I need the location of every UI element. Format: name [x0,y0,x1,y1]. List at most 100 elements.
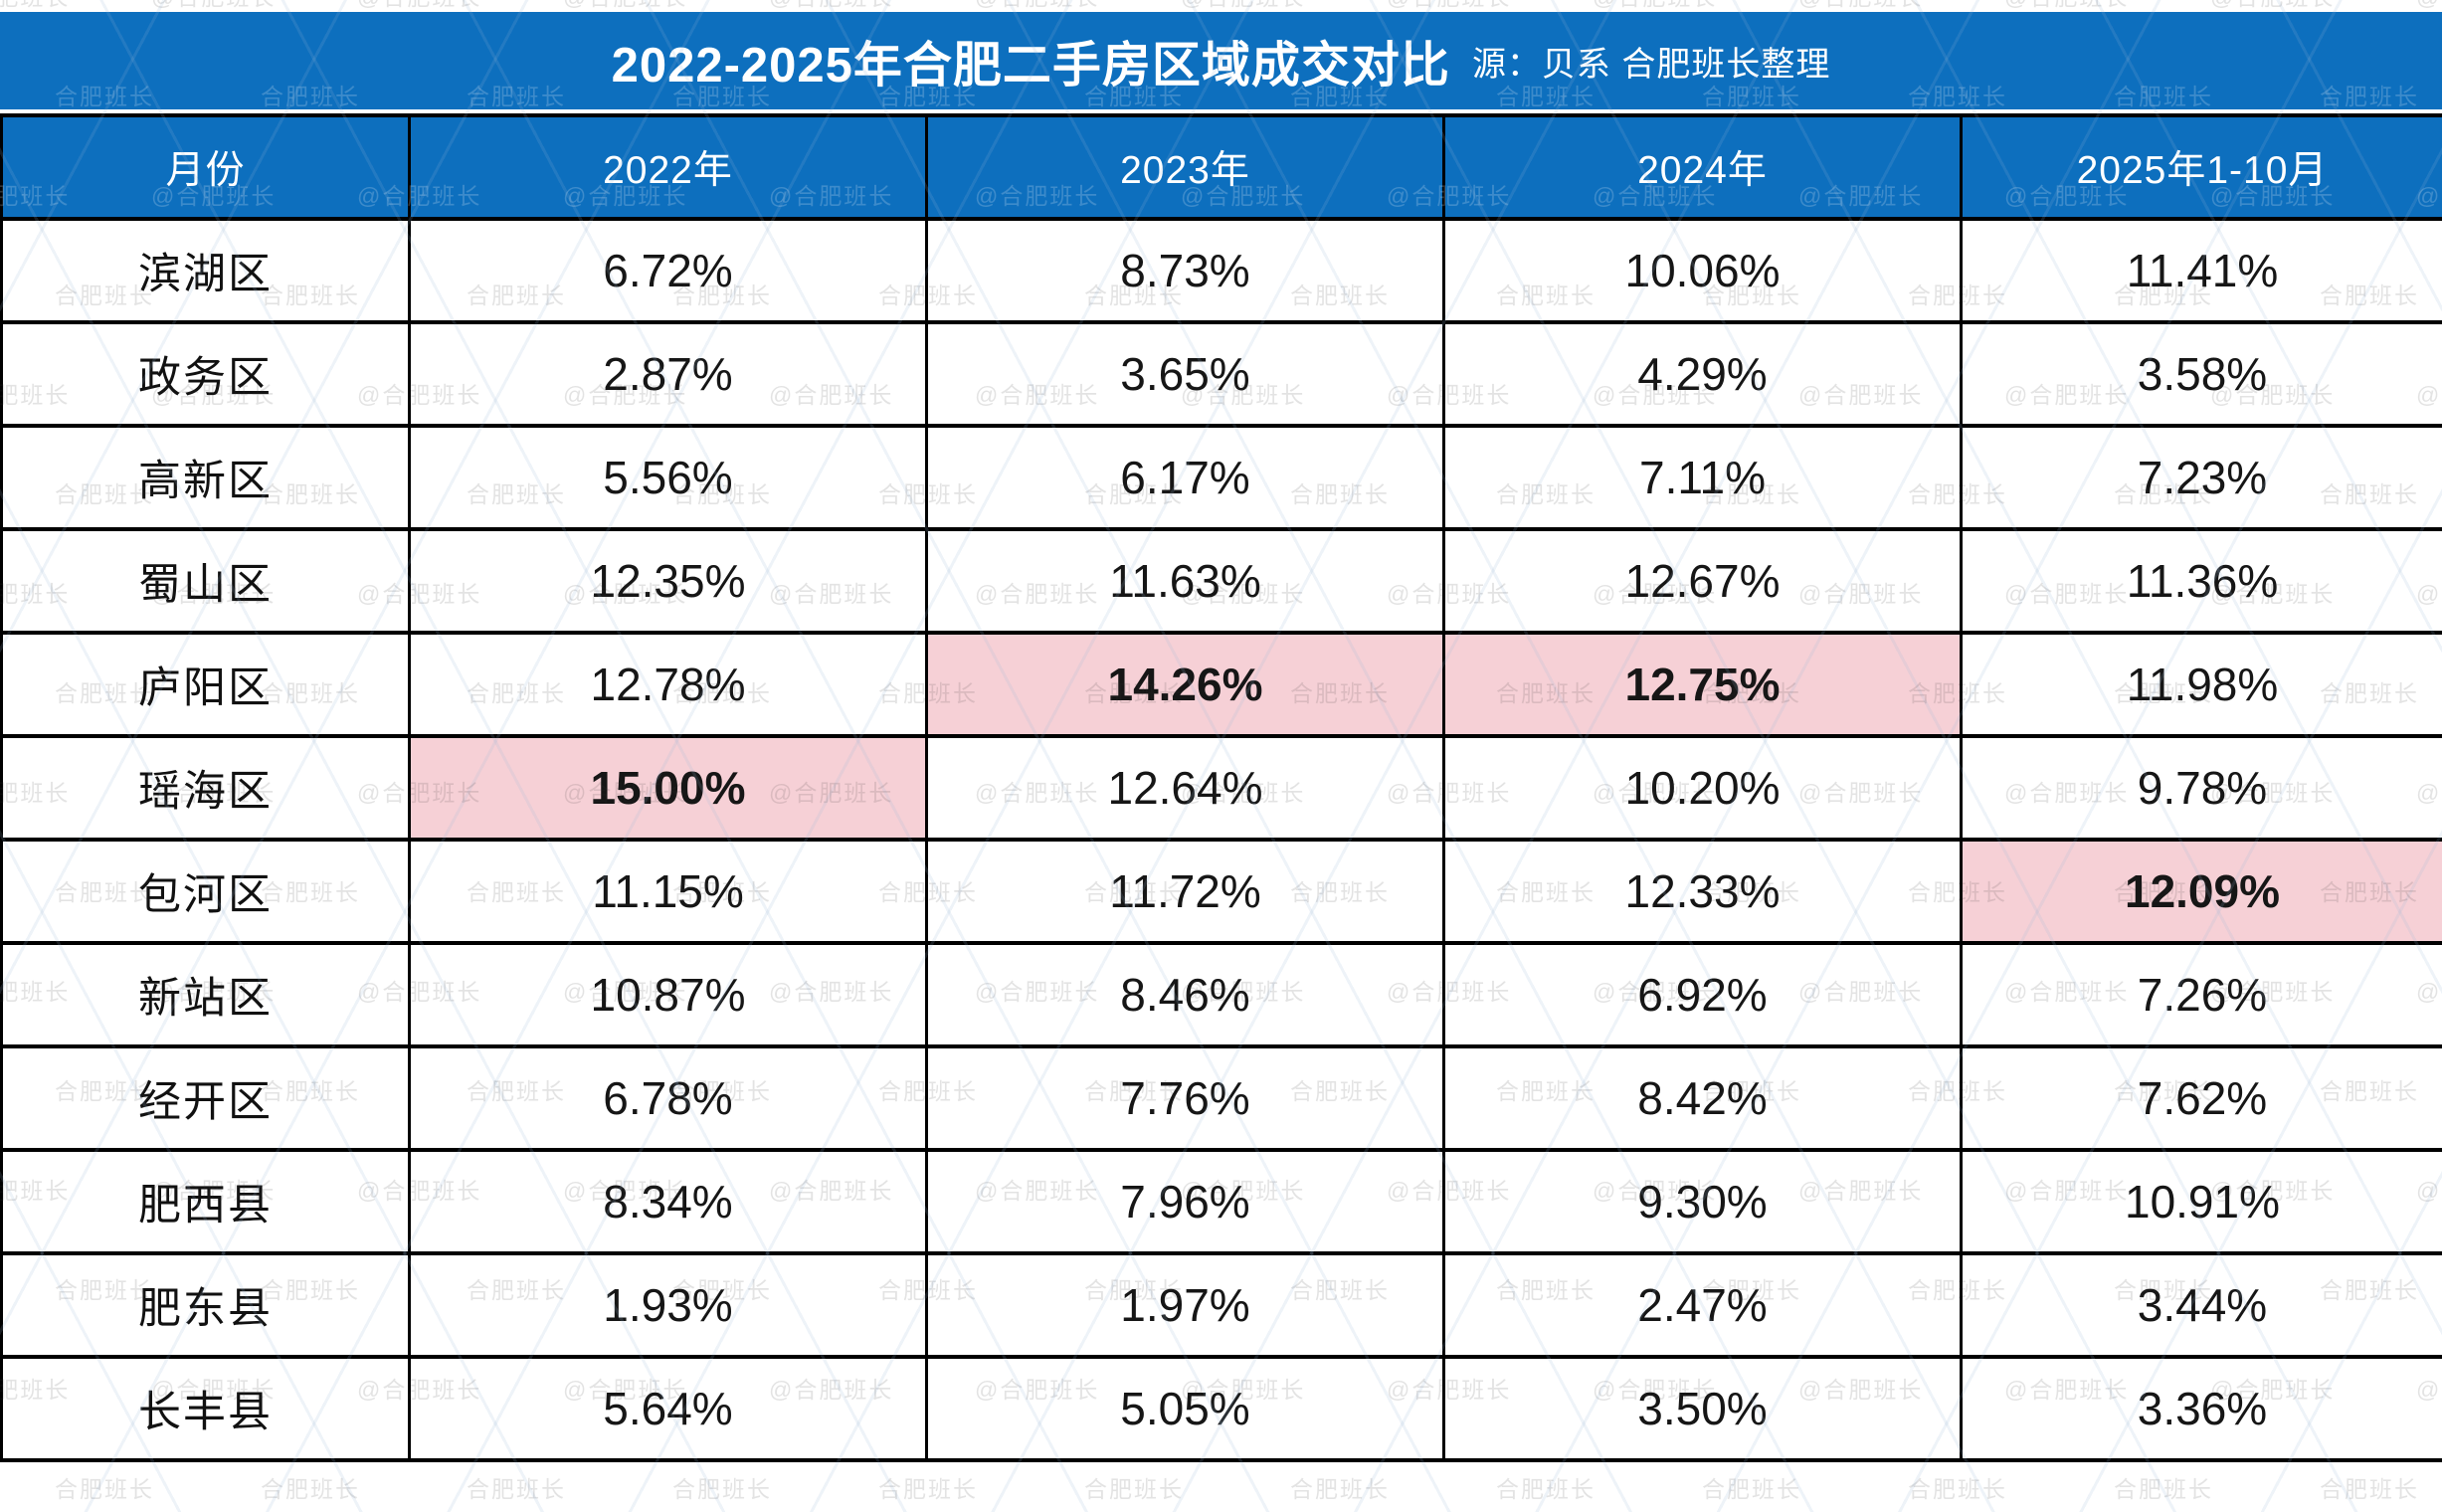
column-header-4: 2025年1-10月 [1960,113,2442,221]
value-cell: 11.36% [1960,527,2442,635]
watermark-text: 合肥班长 [1084,1476,1184,1502]
value-cell: 15.00% [408,734,928,842]
value-cell: 9.78% [1960,734,2442,842]
table-row: 高新区 5.56% 6.17% 7.11% 7.23% [0,424,2442,531]
watermark-text: 合肥班长 [1290,1476,1390,1502]
watermark-text: @合肥班长 [1181,0,1305,9]
value-cell: 11.41% [1960,217,2442,324]
value-cell: 8.42% [1442,1044,1963,1152]
watermark-text: 合肥班长 [1496,1476,1596,1502]
watermark-text: 合肥班长 [878,1476,978,1502]
watermark-text: @合肥班长 [769,0,893,9]
value-cell: 5.64% [408,1355,928,1462]
table-row: 瑶海区 15.00% 12.64% 10.20% 9.78% [0,734,2442,842]
table-row: 蜀山区 12.35% 11.63% 12.67% 11.36% [0,527,2442,635]
watermark-text: @合肥班长 [1798,0,1923,9]
value-cell: 6.92% [1442,941,1963,1048]
value-cell: 2.47% [1442,1251,1963,1359]
value-cell: 7.96% [925,1148,1445,1255]
value-cell: 1.93% [408,1251,928,1359]
value-cell: 14.26% [925,631,1445,738]
district-cell: 肥东县 [0,1251,411,1359]
value-cell: 12.75% [1442,631,1963,738]
watermark-text: @合肥班长 [1593,0,1717,9]
value-cell: 8.34% [408,1148,928,1255]
value-cell: 6.78% [408,1044,928,1152]
watermark-text: @合肥班长 [2004,0,2129,9]
district-cell: 长丰县 [0,1355,411,1462]
value-cell: 7.62% [1960,1044,2442,1152]
table-row: 长丰县 5.64% 5.05% 3.50% 3.36% [0,1355,2442,1462]
header-row: 月份 2022年 2023年 2024年 2025年1-10月 [0,113,2442,221]
district-cell: 瑶海区 [0,734,411,842]
table-row: 肥西县 8.34% 7.96% 9.30% 10.91% [0,1148,2442,1255]
table-row: 滨湖区 6.72% 8.73% 10.06% 11.41% [0,217,2442,324]
watermark-text: 合肥班长 [467,1476,566,1502]
comparison-table: 月份 2022年 2023年 2024年 2025年1-10月 滨湖区 6.72% 8.73… [0,113,2442,1462]
column-header-1: 2022年 [408,113,928,221]
watermark-text: 合肥班长 [261,1476,360,1502]
table-row: 经开区 6.78% 7.76% 8.42% 7.62% [0,1044,2442,1152]
value-cell: 3.36% [1960,1355,2442,1462]
value-cell: 12.09% [1960,838,2442,945]
value-cell: 12.33% [1442,838,1963,945]
district-cell: 肥西县 [0,1148,411,1255]
value-cell: 1.97% [925,1251,1445,1359]
value-cell: 3.50% [1442,1355,1963,1462]
table-row: 庐阳区 12.78% 14.26% 12.75% 11.98% [0,631,2442,738]
value-cell: 7.11% [1442,424,1963,531]
value-cell: 5.05% [925,1355,1445,1462]
column-header-0: 月份 [0,113,411,221]
table-row: 肥东县 1.93% 1.97% 2.47% 3.44% [0,1251,2442,1359]
value-cell: 8.73% [925,217,1445,324]
district-cell: 蜀山区 [0,527,411,635]
watermark-text: @合肥班长 [357,0,481,9]
value-cell: 10.20% [1442,734,1963,842]
table-row: 包河区 11.15% 11.72% 12.33% 12.09% [0,838,2442,945]
value-cell: 5.56% [408,424,928,531]
district-cell: 经开区 [0,1044,411,1152]
value-cell: 3.65% [925,320,1445,428]
value-cell: 12.64% [925,734,1445,842]
value-cell: 7.76% [925,1044,1445,1152]
title-source: 源：贝系 合肥班长整理 [1471,45,1831,84]
title-band: 2022-2025年合肥二手房区域成交对比 源：贝系 合肥班长整理 [0,12,2442,109]
watermark-text: 合肥班长 [2320,1476,2419,1502]
value-cell: 2.87% [408,320,928,428]
watermark-text: @合肥班长 [2210,0,2335,9]
table-row: 政务区 2.87% 3.65% 4.29% 3.58% [0,320,2442,428]
value-cell: 12.67% [1442,527,1963,635]
watermark-text: 合肥班长 [672,1476,772,1502]
district-cell: 滨湖区 [0,217,411,324]
watermark-text: 合肥班长 [55,1476,154,1502]
watermark-text: @合肥班长 [975,0,1099,9]
value-cell: 6.17% [925,424,1445,531]
value-cell: 3.58% [1960,320,2442,428]
watermark-text: 合肥班长 [2114,1476,2213,1502]
value-cell: 7.23% [1960,424,2442,531]
district-cell: 高新区 [0,424,411,531]
value-cell: 10.91% [1960,1148,2442,1255]
watermark-text: @合肥班长 [2416,0,2442,9]
district-cell: 包河区 [0,838,411,945]
column-header-2: 2023年 [925,113,1445,221]
value-cell: 3.44% [1960,1251,2442,1359]
table-row: 新站区 10.87% 8.46% 6.92% 7.26% [0,941,2442,1048]
value-cell: 4.29% [1442,320,1963,428]
value-cell: 8.46% [925,941,1445,1048]
watermark-text: @合肥班长 [1387,0,1511,9]
watermark-text: 合肥班长 [1908,1476,2007,1502]
value-cell: 11.15% [408,838,928,945]
value-cell: 12.35% [408,527,928,635]
value-cell: 10.06% [1442,217,1963,324]
watermark-text: @合肥班长 [151,0,276,9]
column-header-3: 2024年 [1442,113,1963,221]
value-cell: 11.98% [1960,631,2442,738]
table-wrapper: 月份 2022年 2023年 2024年 2025年1-10月 滨湖区 6.72% 8.73… [0,113,2442,1462]
value-cell: 7.26% [1960,941,2442,1048]
value-cell: 9.30% [1442,1148,1963,1255]
value-cell: 12.78% [408,631,928,738]
watermark-text: 合肥班长 [1702,1476,1801,1502]
watermark-text: @合肥班长 [563,0,687,9]
district-cell: 新站区 [0,941,411,1048]
